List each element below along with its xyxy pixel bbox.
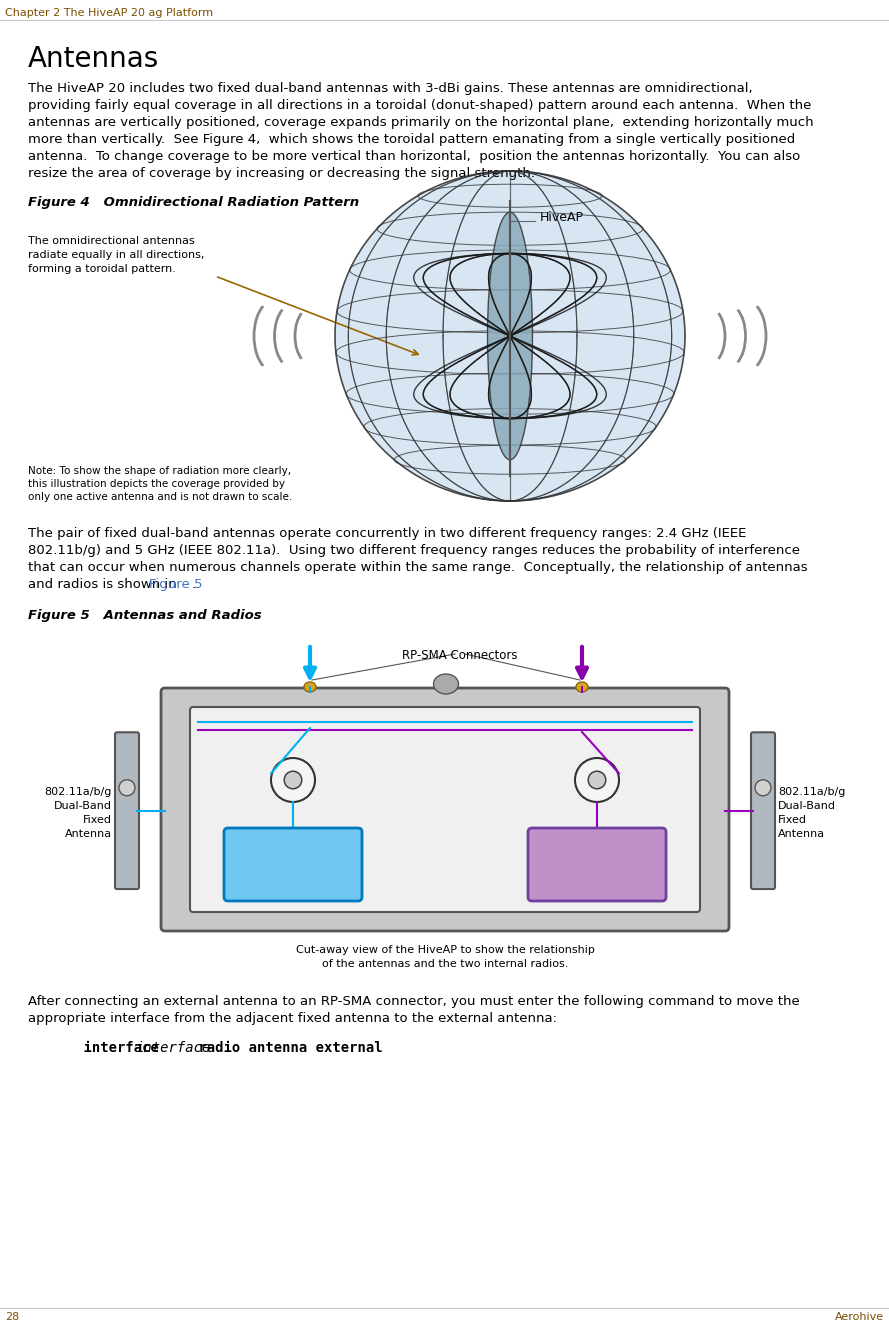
Circle shape	[284, 771, 301, 788]
Text: of the antennas and the two internal radios.: of the antennas and the two internal rad…	[322, 959, 568, 969]
Text: this illustration depicts the coverage provided by: this illustration depicts the coverage p…	[28, 479, 285, 490]
Text: providing fairly equal coverage in all directions in a toroidal (donut-shaped) p: providing fairly equal coverage in all d…	[28, 100, 812, 111]
Text: Figure 5   Antennas and Radios: Figure 5 Antennas and Radios	[28, 609, 261, 622]
FancyBboxPatch shape	[224, 828, 362, 901]
Text: Fixed: Fixed	[778, 815, 807, 824]
Text: The pair of fixed dual-band antennas operate concurrently in two different frequ: The pair of fixed dual-band antennas ope…	[28, 527, 747, 540]
Text: 802.11a/b/g: 802.11a/b/g	[778, 787, 845, 796]
FancyBboxPatch shape	[161, 687, 729, 932]
Text: antennas are vertically positioned, coverage expands primarily on the horizontal: antennas are vertically positioned, cove…	[28, 115, 813, 129]
Ellipse shape	[576, 682, 588, 691]
Text: RP-SMA Connectors: RP-SMA Connectors	[402, 649, 517, 662]
Text: 802.11b/g) and 5 GHz (IEEE 802.11a).  Using two different frequency ranges reduc: 802.11b/g) and 5 GHz (IEEE 802.11a). Usi…	[28, 544, 800, 557]
Text: Antenna: Antenna	[778, 828, 825, 839]
Text: radiate equally in all directions,: radiate equally in all directions,	[28, 249, 204, 260]
Text: 802.11a/b/g: 802.11a/b/g	[44, 787, 112, 796]
Text: Dual-Band: Dual-Band	[54, 800, 112, 811]
Text: radio antenna external: radio antenna external	[190, 1040, 383, 1055]
Text: more than vertically.  See Figure 4,  which shows the toroidal pattern emanating: more than vertically. See Figure 4, whic…	[28, 133, 796, 146]
Circle shape	[589, 771, 605, 788]
Circle shape	[119, 780, 135, 796]
Circle shape	[755, 780, 771, 796]
Text: interface: interface	[50, 1040, 167, 1055]
FancyBboxPatch shape	[751, 733, 775, 889]
Circle shape	[271, 758, 315, 802]
Text: Radio 2
RF 802.11a
5 GHz: Radio 2 RF 802.11a 5 GHz	[557, 844, 637, 889]
Text: Chapter 2 The HiveAP 20 ag Platform: Chapter 2 The HiveAP 20 ag Platform	[5, 8, 213, 19]
Text: Antennas: Antennas	[28, 45, 159, 73]
Text: interface: interface	[135, 1040, 211, 1055]
FancyBboxPatch shape	[115, 733, 139, 889]
Text: After connecting an external antenna to an RP-SMA connector, you must enter the : After connecting an external antenna to …	[28, 995, 800, 1009]
Text: antenna.  To change coverage to be more vertical than horizontal,  position the : antenna. To change coverage to be more v…	[28, 150, 800, 163]
Ellipse shape	[335, 171, 685, 502]
Text: .: .	[192, 579, 196, 591]
Text: and radios is shown in: and radios is shown in	[28, 579, 181, 591]
FancyBboxPatch shape	[528, 828, 666, 901]
Text: The HiveAP 20 includes two fixed dual-band antennas with 3-dBi gains. These ante: The HiveAP 20 includes two fixed dual-ba…	[28, 82, 753, 96]
Text: Dual-Band: Dual-Band	[778, 800, 836, 811]
Text: 28: 28	[5, 1312, 20, 1322]
Text: HiveAP: HiveAP	[540, 211, 584, 224]
Text: Antenna
Switch 1: Antenna Switch 1	[320, 760, 367, 783]
Text: resize the area of coverage by increasing or decreasing the signal strength.: resize the area of coverage by increasin…	[28, 167, 535, 180]
Text: Note: To show the shape of radiation more clearly,: Note: To show the shape of radiation mor…	[28, 466, 291, 476]
Text: Figure 5: Figure 5	[149, 579, 203, 591]
Ellipse shape	[434, 674, 459, 694]
Ellipse shape	[304, 682, 316, 691]
Text: only one active antenna and is not drawn to scale.: only one active antenna and is not drawn…	[28, 492, 292, 502]
Text: Antenna
Switch 2: Antenna Switch 2	[624, 760, 671, 783]
Text: The omnidirectional antennas: The omnidirectional antennas	[28, 236, 195, 245]
FancyBboxPatch shape	[190, 707, 700, 912]
Text: forming a toroidal pattern.: forming a toroidal pattern.	[28, 264, 176, 273]
Text: Antenna: Antenna	[65, 828, 112, 839]
Text: Fixed: Fixed	[83, 815, 112, 824]
Text: Figure 4   Omnidirectional Radiation Pattern: Figure 4 Omnidirectional Radiation Patte…	[28, 196, 359, 208]
Circle shape	[575, 758, 619, 802]
Text: Aerohive: Aerohive	[835, 1312, 884, 1322]
Text: that can occur when numerous channels operate within the same range.  Conceptual: that can occur when numerous channels op…	[28, 561, 807, 575]
Ellipse shape	[487, 212, 533, 459]
Text: Radio 1
RF 802.11b/g
2.4 GHz: Radio 1 RF 802.11b/g 2.4 GHz	[246, 844, 340, 889]
Text: appropriate interface from the adjacent fixed antenna to the external antenna:: appropriate interface from the adjacent …	[28, 1013, 557, 1024]
Text: Cut-away view of the HiveAP to show the relationship: Cut-away view of the HiveAP to show the …	[295, 945, 595, 955]
